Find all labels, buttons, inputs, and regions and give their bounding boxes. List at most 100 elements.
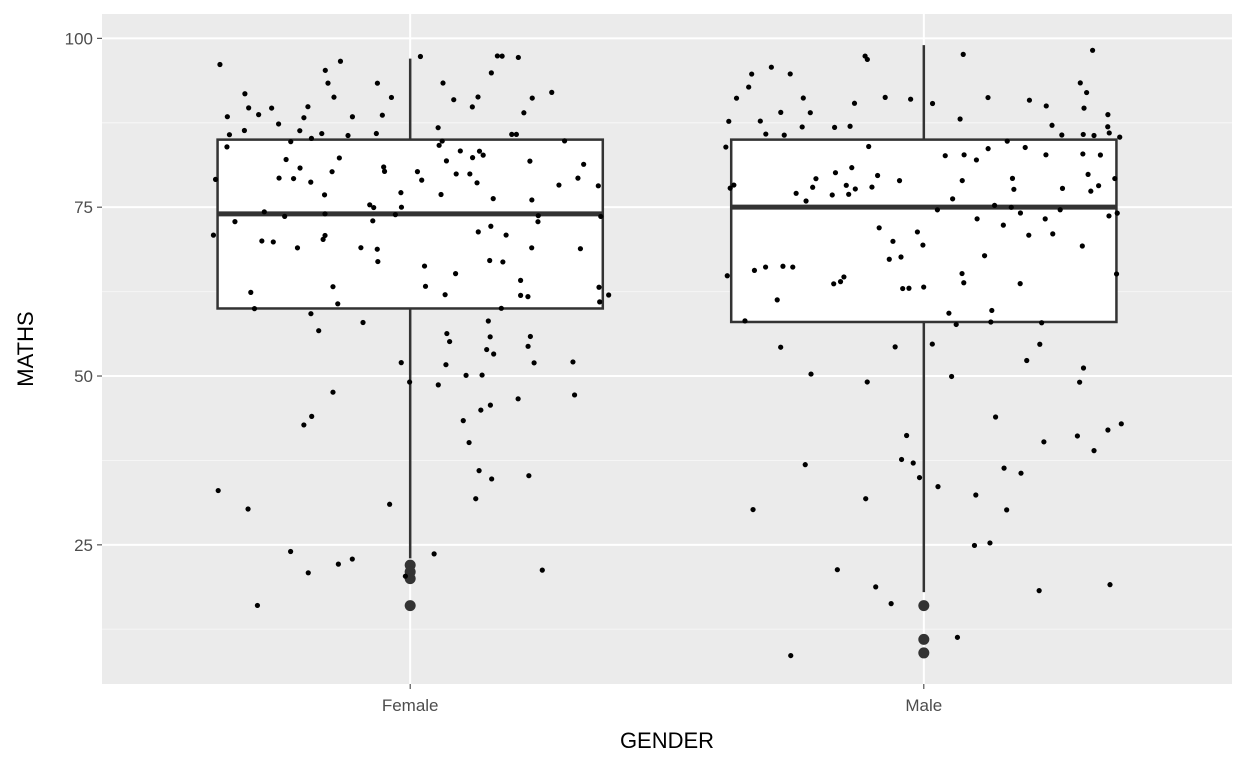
- jitter-point: [831, 124, 838, 131]
- jitter-point: [595, 183, 601, 189]
- jitter-point: [301, 115, 307, 121]
- jitter-point: [535, 213, 541, 219]
- jitter-point: [892, 344, 898, 350]
- jitter-point: [517, 277, 524, 283]
- jitter-point: [509, 131, 515, 137]
- jitter-point: [800, 95, 806, 101]
- jitter-point: [370, 218, 376, 224]
- jitter-point: [431, 551, 437, 557]
- jitter-point: [598, 213, 604, 220]
- jitter-point: [1026, 97, 1033, 103]
- jitter-point: [1106, 213, 1112, 219]
- jitter-point: [480, 152, 486, 158]
- jitter-point: [349, 114, 356, 120]
- jitter-point: [957, 116, 963, 122]
- jitter-point: [851, 100, 858, 106]
- jitter-point: [435, 382, 441, 388]
- jitter-point: [749, 71, 755, 77]
- jitter-point: [1037, 341, 1043, 347]
- jitter-point: [768, 64, 774, 70]
- jitter-point: [457, 148, 463, 154]
- jitter-point: [763, 131, 769, 137]
- jitter-point: [1074, 433, 1080, 439]
- jitter-point: [392, 212, 398, 218]
- jitter-point: [494, 53, 500, 59]
- jitter-point: [345, 132, 351, 139]
- jitter-point: [810, 184, 816, 190]
- jitter-point: [727, 185, 733, 191]
- jitter-point: [987, 540, 993, 546]
- jitter-point: [499, 53, 505, 59]
- jitter-point: [799, 124, 805, 130]
- jitter-point: [1096, 183, 1102, 189]
- plot-panel: [102, 14, 1232, 684]
- jitter-point: [476, 148, 483, 154]
- jitter-point: [1080, 151, 1086, 157]
- jitter-point: [802, 462, 808, 468]
- jitter-point: [846, 191, 852, 197]
- jitter-point: [948, 373, 955, 380]
- jitter-point: [837, 279, 844, 285]
- jitter-point: [890, 238, 896, 244]
- jitter-point: [270, 239, 276, 245]
- jitter-point: [1088, 188, 1094, 194]
- jitter-point: [443, 158, 450, 164]
- jitter-point: [388, 94, 395, 101]
- jitter-point: [1043, 103, 1049, 109]
- jitter-point: [527, 333, 533, 340]
- jitter-point: [847, 123, 853, 129]
- jitter-point: [1106, 130, 1112, 136]
- jitter-point: [1009, 175, 1016, 181]
- jitter-point: [864, 56, 870, 63]
- jitter-point: [908, 96, 914, 102]
- jitter-point: [946, 310, 952, 316]
- jitter-point: [539, 567, 545, 573]
- jitter-point: [906, 285, 912, 291]
- jitter-point: [521, 110, 527, 116]
- jitter-point: [1105, 124, 1111, 130]
- jitter-point: [1001, 465, 1007, 471]
- y-tick-label: 100: [65, 29, 93, 48]
- jitter-point: [379, 112, 385, 118]
- jitter-point: [1026, 232, 1032, 238]
- jitter-point: [1097, 152, 1103, 158]
- jitter-point: [290, 175, 297, 182]
- jitter-point: [212, 176, 219, 182]
- jitter-point: [535, 219, 541, 225]
- jitter-point: [849, 165, 855, 171]
- jitter-point: [276, 175, 282, 181]
- jitter-point: [321, 192, 328, 198]
- y-tick-label: 75: [74, 198, 93, 217]
- jitter-point: [478, 407, 484, 413]
- jitter-point: [1057, 207, 1063, 213]
- jitter-point: [973, 157, 980, 163]
- outlier-point: [918, 633, 930, 645]
- jitter-point: [484, 346, 490, 353]
- jitter-point: [778, 109, 784, 115]
- jitter-point: [375, 258, 381, 265]
- jitter-points: [210, 47, 1124, 659]
- jitter-point: [1017, 210, 1024, 216]
- jitter-point: [985, 146, 991, 152]
- jitter-point: [488, 223, 494, 229]
- jitter-point: [1049, 122, 1055, 128]
- jitter-point: [422, 283, 429, 289]
- jitter-point: [1089, 47, 1096, 53]
- jitter-point: [950, 196, 956, 202]
- jitter-point: [226, 132, 233, 138]
- jitter-point: [1041, 439, 1047, 445]
- jitter-point: [832, 170, 839, 176]
- jitter-point: [439, 138, 445, 144]
- jitter-point: [275, 121, 282, 127]
- jitter-point: [305, 570, 311, 576]
- jitter-point: [503, 232, 509, 238]
- jitter-point: [246, 105, 252, 111]
- jitter-point: [803, 198, 809, 204]
- jitter-point: [1017, 281, 1023, 287]
- jitter-point: [371, 204, 377, 211]
- jitter-point: [561, 138, 568, 144]
- jitter-point: [921, 284, 927, 290]
- jitter-point: [527, 158, 533, 164]
- jitter-point: [436, 142, 442, 148]
- jitter-point: [414, 169, 421, 175]
